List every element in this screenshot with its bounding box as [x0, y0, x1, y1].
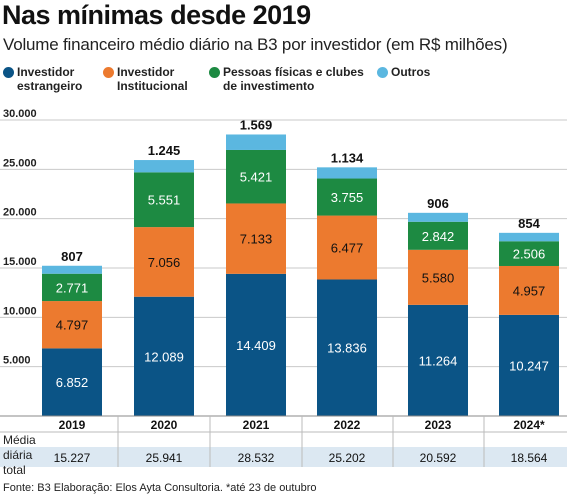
total-row-label: Média diária total [3, 433, 36, 478]
legend-label: Investidor [117, 65, 175, 79]
y-tick-label: 30.000 [3, 108, 37, 120]
data-label: 2.842 [422, 229, 455, 244]
data-label: 7.056 [148, 255, 181, 270]
bar-segment [42, 265, 102, 274]
data-label: 12.089 [144, 349, 184, 364]
total-value: 28.532 [238, 451, 275, 465]
data-label: 1.134 [331, 150, 364, 165]
data-label: 807 [61, 249, 83, 264]
data-label: 13.836 [327, 341, 367, 356]
data-label: 4.797 [56, 318, 89, 333]
data-label: 5.580 [422, 270, 455, 285]
data-label: 5.551 [148, 193, 181, 208]
bar-segment [42, 301, 102, 349]
legend-swatch-others [377, 67, 388, 78]
y-tick-label: 25.000 [3, 157, 37, 169]
source-note: Fonte: B3 Elaboração: Elos Ayta Consulto… [3, 482, 317, 494]
bar-segment [134, 227, 194, 297]
legend-item-foreign: Investidor estrangeiro [17, 65, 82, 93]
bar-segment [226, 203, 286, 274]
total-label-line: Média [3, 433, 36, 447]
total-value: 25.202 [329, 451, 366, 465]
legend-label: Investidor [17, 65, 75, 79]
legend-item-institutional: Investidor Institucional [117, 65, 188, 93]
total-label-line: diária [3, 448, 33, 462]
bar-segment [226, 273, 286, 416]
total-row-band [0, 447, 567, 467]
legend-item-others: Outros [391, 65, 430, 79]
data-label: 1.569 [240, 117, 273, 132]
bar-segment [134, 296, 194, 416]
data-label: 854 [518, 216, 540, 231]
y-tick-label: 20.000 [3, 207, 37, 219]
bar-segment [317, 215, 377, 280]
bar-segment [317, 279, 377, 416]
x-tick-label: 2019 [59, 418, 86, 432]
legend-swatch-institutional [103, 67, 114, 78]
bar-segment [134, 172, 194, 228]
data-label: 11.264 [419, 353, 458, 368]
data-label: 7.133 [240, 232, 273, 247]
bar-segment [317, 178, 377, 216]
legend-label: de investimento [223, 79, 315, 93]
bar-segment [408, 249, 468, 305]
legend: Investidor estrangeiro Investidor Instit… [0, 65, 567, 105]
bar-segment [499, 314, 559, 416]
total-value: 25.941 [146, 451, 183, 465]
bar-segment [42, 273, 102, 302]
bar-segment [42, 348, 102, 416]
bar-segment [408, 304, 468, 416]
y-tick-label: 10.000 [3, 305, 37, 317]
chart-title: Nas mínimas desde 2019 [2, 0, 311, 30]
total-value: 15.227 [54, 451, 91, 465]
legend-item-individuals: Pessoas físicas e clubes de investimento [223, 65, 364, 93]
legend-label: Pessoas físicas e clubes [223, 65, 364, 79]
data-label: 6.852 [56, 375, 89, 390]
total-label-line: total [3, 463, 26, 477]
legend-label: Institucional [117, 79, 188, 93]
bar-segment [408, 221, 468, 250]
x-tick-label: 2021 [243, 418, 270, 432]
total-value: 20.592 [420, 451, 457, 465]
x-tick-label: 2023 [425, 418, 452, 432]
bar-segment [317, 167, 377, 179]
data-label: 6.477 [331, 241, 364, 256]
bar-segment [226, 149, 286, 204]
data-label: 14.409 [236, 338, 276, 353]
data-label: 906 [427, 196, 449, 211]
x-tick-label: 2020 [151, 418, 178, 432]
chart-subtitle: Volume financeiro médio diário na B3 por… [3, 35, 508, 54]
legend-label: estrangeiro [17, 79, 83, 93]
legend-swatch-foreign [3, 67, 14, 78]
legend-label: Outros [391, 65, 431, 79]
total-value: 18.564 [511, 451, 548, 465]
y-tick-label: 15.000 [3, 256, 37, 268]
bar-segment [499, 241, 559, 266]
data-label: 2.506 [513, 247, 546, 262]
bar-segment [226, 134, 286, 150]
data-label: 2.771 [56, 280, 89, 295]
data-label: 1.245 [148, 143, 181, 158]
legend-swatch-individuals [209, 67, 220, 78]
x-tick-label: 2024* [513, 418, 545, 432]
bar-segment [408, 212, 468, 222]
data-label: 10.247 [509, 358, 549, 373]
y-tick-label: 5.000 [3, 355, 31, 367]
bar-segment [499, 265, 559, 315]
bar-segment [499, 232, 559, 242]
x-tick-label: 2022 [334, 418, 361, 432]
data-label: 4.957 [513, 283, 546, 298]
data-label: 5.421 [240, 170, 273, 185]
bar-segment [134, 160, 194, 173]
data-label: 3.755 [331, 190, 364, 205]
